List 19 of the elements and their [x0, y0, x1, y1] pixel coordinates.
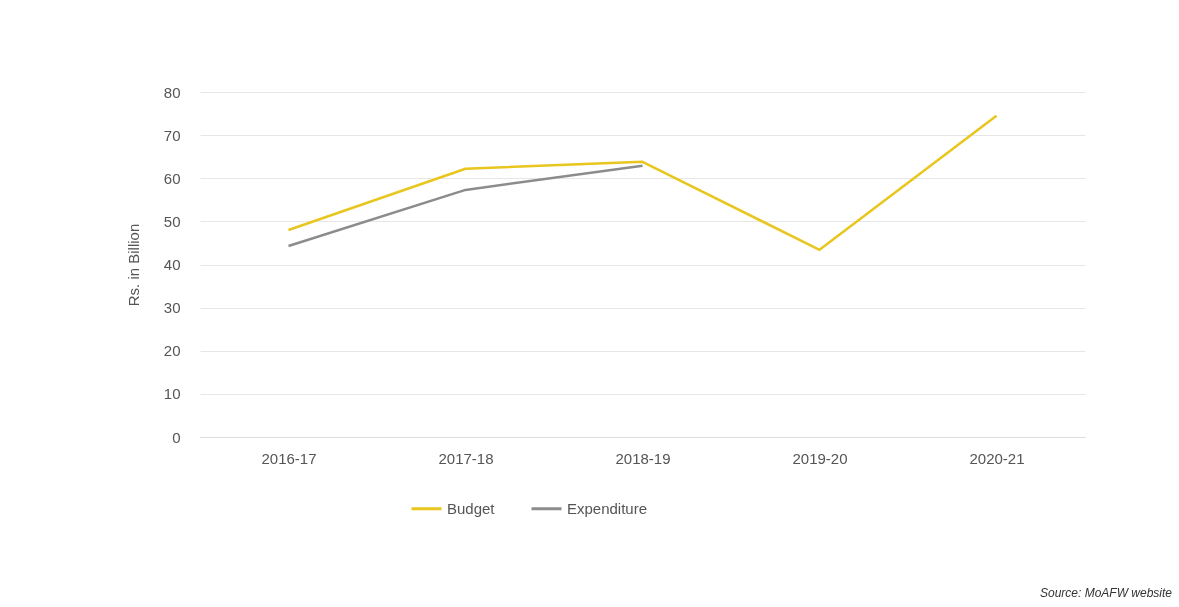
y-tick-label: 70 — [163, 126, 181, 144]
y-axis-title: Rs. in Billion — [124, 223, 142, 307]
x-tick-label: 2016-17 — [261, 449, 317, 467]
legend-label: Expenditure — [567, 499, 648, 517]
y-tick-label: 80 — [163, 83, 181, 101]
y-tick-label: 0 — [172, 428, 181, 446]
source-note: Source: MoAFW website — [1039, 586, 1173, 600]
line-series — [287, 114, 998, 252]
legend-label: Budget — [447, 499, 496, 517]
y-tick-label: 40 — [163, 256, 181, 273]
y-tick-label: 20 — [163, 342, 181, 360]
y-tick-label: 60 — [163, 169, 181, 187]
x-tick-label: 2017-18 — [438, 449, 494, 467]
x-tick-label: 2020-21 — [969, 449, 1025, 467]
x-tick-label: 2019-20 — [792, 449, 848, 467]
y-tick-label: 50 — [163, 212, 181, 230]
y-tick-label: 30 — [163, 299, 181, 317]
x-tick-label: 2018-19 — [615, 449, 671, 467]
y-tick-label: 10 — [163, 385, 181, 403]
